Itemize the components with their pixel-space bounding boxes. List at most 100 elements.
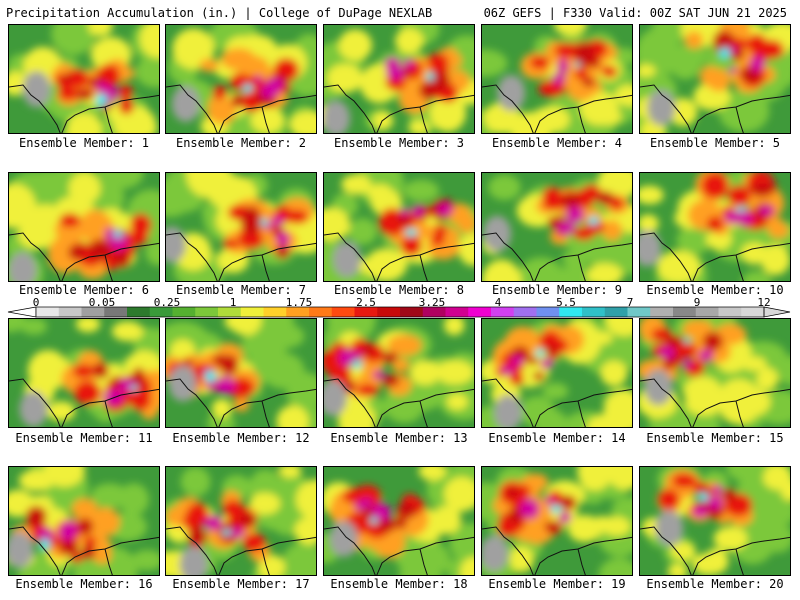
colorbar-swatch — [718, 307, 742, 317]
colorbar-swatch — [695, 307, 719, 317]
colorbar-swatch — [58, 307, 82, 317]
coastline-border — [640, 526, 790, 575]
colorbar-swatch — [400, 307, 424, 317]
colorbar-swatch — [445, 307, 469, 317]
ensemble-member-label: Ensemble Member: 1 — [18, 136, 150, 150]
colorbar-tick-label: 7 — [626, 296, 634, 309]
colorbar-swatch — [559, 307, 583, 317]
ensemble-member-map — [8, 466, 160, 576]
coastline-border — [482, 232, 632, 281]
ensemble-member-label: Ensemble Member: 11 — [15, 431, 153, 445]
colorbar-swatch — [513, 307, 537, 317]
ensemble-member-label: Ensemble Member: 12 — [172, 431, 310, 445]
colorbar-swatch — [582, 307, 606, 317]
colorbar-tick-label: 0.05 — [88, 296, 116, 309]
colorbar-swatch — [104, 307, 128, 317]
colorbar-swatch — [741, 307, 765, 317]
colorbar-tick-label: 0.25 — [153, 296, 181, 309]
coastline-border — [324, 84, 474, 133]
colorbar-swatch — [673, 307, 697, 317]
colorbar-swatch — [536, 307, 560, 317]
ensemble-member-label: Ensemble Member: 9 — [491, 283, 623, 297]
coastline-border — [166, 526, 316, 575]
coastline-border — [640, 232, 790, 281]
colorbar-tick-label: 9 — [693, 296, 701, 309]
ensemble-member-label: Ensemble Member: 4 — [491, 136, 623, 150]
ensemble-member-label: Ensemble Member: 19 — [488, 577, 626, 591]
colorbar-tick-label: 5.5 — [556, 296, 576, 309]
ensemble-member-map — [323, 24, 475, 134]
ensemble-member-map — [481, 172, 633, 282]
ensemble-member-map — [8, 172, 160, 282]
coastline-border — [9, 84, 159, 133]
colorbar-swatch — [331, 307, 355, 317]
ensemble-member-map — [639, 466, 791, 576]
ensemble-member-map — [165, 318, 317, 428]
colorbar-swatch — [263, 307, 287, 317]
ensemble-member-label: Ensemble Member: 13 — [330, 431, 468, 445]
colorbar-tick-label: 3.25 — [418, 296, 446, 309]
ensemble-member-label: Ensemble Member: 15 — [646, 431, 784, 445]
ensemble-member-label: Ensemble Member: 5 — [649, 136, 781, 150]
coastline-border — [324, 232, 474, 281]
colorbar-outline — [35, 306, 765, 318]
colorbar-swatch — [604, 307, 628, 317]
coastline-border — [166, 232, 316, 281]
model-valid-time: 06Z GEFS | F330 Valid: 00Z SAT JUN 21 20… — [483, 6, 787, 20]
coastline-border — [482, 526, 632, 575]
colorbar-swatch — [309, 307, 333, 317]
coastline-border — [482, 84, 632, 133]
colorbar-tick-label: 1 — [229, 296, 237, 309]
coastline-border — [9, 232, 159, 281]
ensemble-member-map — [481, 318, 633, 428]
coastline-border — [324, 378, 474, 427]
ensemble-member-label: Ensemble Member: 3 — [333, 136, 465, 150]
colorbar-swatch — [354, 307, 378, 317]
ensemble-member-label: Ensemble Member: 16 — [15, 577, 153, 591]
coastline-border — [640, 84, 790, 133]
colorbar-tick-label: 4 — [494, 296, 502, 309]
ensemble-member-map — [165, 466, 317, 576]
ensemble-member-map — [481, 24, 633, 134]
colorbar-swatch — [377, 307, 401, 317]
map-title: Precipitation Accumulation (in.) | Colle… — [6, 6, 433, 20]
ensemble-member-map — [639, 318, 791, 428]
ensemble-member-label: Ensemble Member: 18 — [330, 577, 468, 591]
ensemble-member-label: Ensemble Member: 10 — [646, 283, 784, 297]
colorbar-swatch — [627, 307, 651, 317]
ensemble-member-map — [639, 24, 791, 134]
ensemble-member-label: Ensemble Member: 8 — [333, 283, 465, 297]
ensemble-member-label: Ensemble Member: 2 — [175, 136, 307, 150]
ensemble-member-map — [8, 24, 160, 134]
coastline-border — [9, 378, 159, 427]
coastline-border — [640, 378, 790, 427]
ensemble-member-map — [639, 172, 791, 282]
colorbar-swatch — [127, 307, 151, 317]
ensemble-member-label: Ensemble Member: 14 — [488, 431, 626, 445]
colorbar-swatch — [650, 307, 674, 317]
colorbar-tick-label: 0 — [32, 296, 40, 309]
colorbar-swatch — [491, 307, 515, 317]
coastline-border — [482, 378, 632, 427]
colorbar-swatch — [81, 307, 105, 317]
ensemble-member-label: Ensemble Member: 17 — [172, 577, 310, 591]
ensemble-member-map — [165, 172, 317, 282]
ensemble-member-label: Ensemble Member: 6 — [18, 283, 150, 297]
colorbar-swatch — [286, 307, 310, 317]
ensemble-member-label: Ensemble Member: 20 — [646, 577, 784, 591]
colorbar-swatch — [172, 307, 196, 317]
colorbar-tick-label: 12 — [757, 296, 771, 309]
ensemble-member-map — [8, 318, 160, 428]
coastline-border — [9, 526, 159, 575]
ensemble-member-label: Ensemble Member: 7 — [175, 283, 307, 297]
coastline-border — [166, 84, 316, 133]
colorbar-swatch — [240, 307, 264, 317]
ensemble-member-map — [323, 466, 475, 576]
precipitation-colorbar — [7, 306, 791, 318]
ensemble-member-map — [165, 24, 317, 134]
coastline-border — [166, 378, 316, 427]
colorbar-swatch — [468, 307, 492, 317]
ensemble-member-map — [323, 172, 475, 282]
colorbar-swatch — [149, 307, 173, 317]
colorbar-tick-label: 1.75 — [285, 296, 313, 309]
